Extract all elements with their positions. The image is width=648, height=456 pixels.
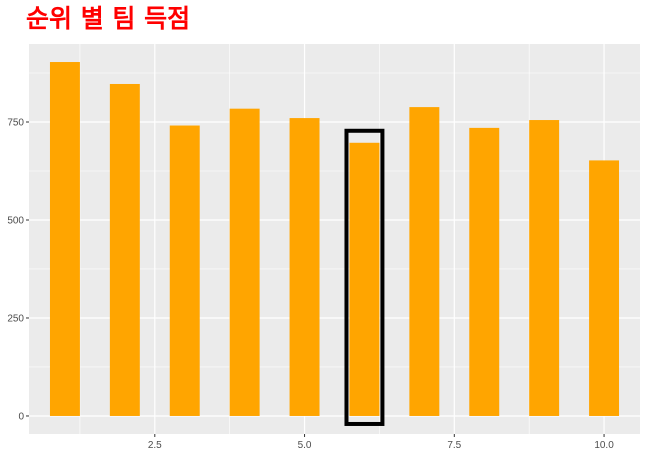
bar-4	[229, 108, 260, 416]
bar-7	[409, 107, 440, 416]
y-tick-label: 250	[7, 313, 24, 324]
y-tick-label: 750	[7, 118, 24, 129]
chart-title: 순위 별 팀 득점	[26, 4, 191, 33]
bar-6	[349, 142, 380, 416]
x-tick-label: 5.0	[298, 440, 312, 451]
x-tick-label: 10.0	[594, 440, 614, 451]
x-tick-label: 2.5	[148, 440, 162, 451]
bar-10	[589, 160, 620, 416]
bar-9	[529, 120, 560, 416]
bar-1	[49, 62, 80, 416]
bar-8	[469, 127, 500, 416]
y-tick-label: 500	[7, 215, 24, 226]
y-tick-label: 0	[18, 411, 24, 422]
highlight-box	[344, 128, 385, 426]
x-tick-label: 7.5	[447, 440, 461, 451]
bar-5	[289, 118, 320, 416]
bar-3	[169, 125, 200, 416]
bar-2	[109, 83, 140, 416]
